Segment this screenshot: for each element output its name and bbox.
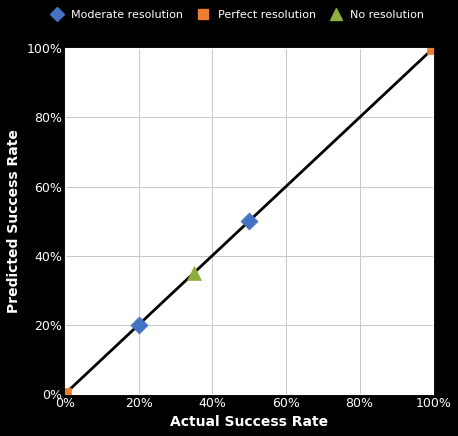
Y-axis label: Predicted Success Rate: Predicted Success Rate [7,129,21,313]
Point [61,390,69,397]
Point [135,321,142,328]
Point [430,45,437,52]
X-axis label: Actual Success Rate: Actual Success Rate [170,415,328,429]
Legend: Moderate resolution, Perfect resolution, No resolution: Moderate resolution, Perfect resolution,… [41,6,429,24]
Point [245,218,253,225]
Point [190,269,197,276]
